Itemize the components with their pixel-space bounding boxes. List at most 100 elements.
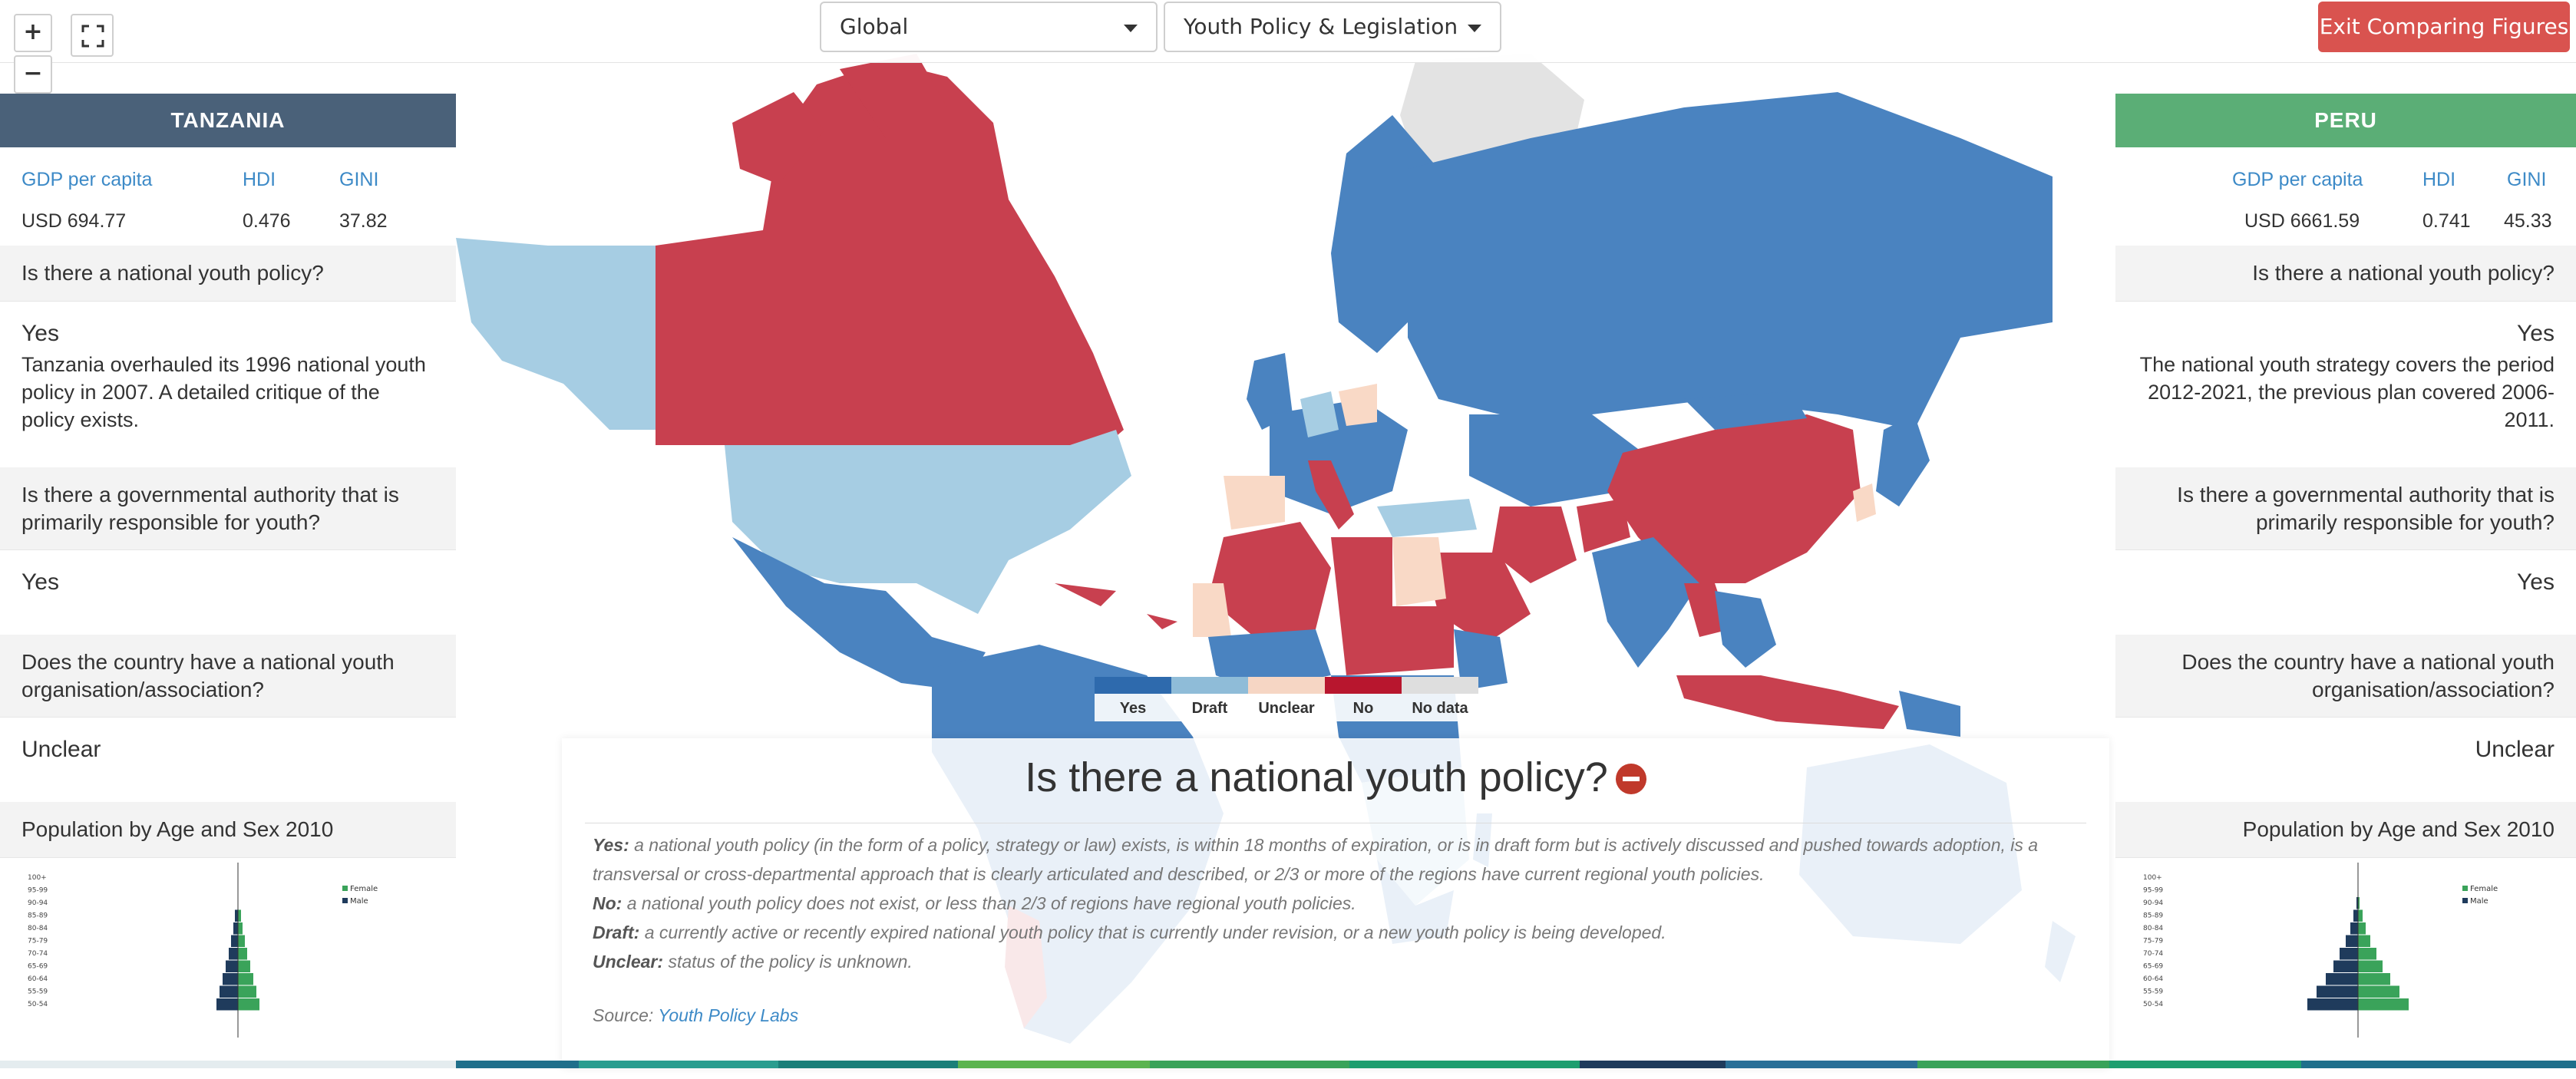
hdi-value: 0.741 (2422, 210, 2471, 232)
question-youth-policy: Is there a national youth policy? (0, 246, 456, 302)
turkey[interactable] (1377, 499, 1477, 537)
zoom-in-button[interactable]: + (14, 14, 52, 52)
footer-stripe (958, 1061, 1150, 1068)
legend-label: Unclear (1258, 700, 1315, 717)
male-bar (2356, 897, 2358, 909)
china[interactable] (1607, 414, 1861, 583)
age-label: 80-84 (28, 925, 48, 932)
age-label: 70-74 (2143, 950, 2163, 958)
definition-text: a national youth policy does not exist, … (626, 893, 1356, 913)
gdp-value: USD 6661.59 (2244, 210, 2360, 232)
exit-comparing-button[interactable]: Exit Comparing Figures (2318, 2, 2570, 52)
answer-note: Tanzania overhauled its 1996 national yo… (21, 353, 426, 431)
indonesia[interactable] (1676, 675, 1899, 729)
canada[interactable] (656, 61, 1124, 476)
country-stats: GDP per capita HDI GINI USD 694.77 0.476… (0, 147, 456, 246)
male-bar (231, 935, 238, 947)
legend-item-unclear[interactable]: Unclear (1248, 677, 1325, 721)
region-select[interactable]: Global (820, 2, 1158, 52)
age-label: 95-99 (28, 887, 48, 895)
source-line: Source: Youth Policy Labs (593, 1005, 798, 1026)
western-europe[interactable] (1270, 399, 1408, 514)
alaska[interactable] (456, 238, 656, 430)
legend-swatch (1248, 677, 1325, 694)
answer-value: Yes (2517, 321, 2555, 346)
footer-stripe (1580, 1061, 1726, 1068)
se-asia[interactable] (1715, 591, 1776, 668)
iran[interactable] (1492, 507, 1577, 583)
age-label: 55-59 (2143, 988, 2163, 996)
answer-value: Yes (21, 321, 59, 346)
topic-select[interactable]: Youth Policy & Legislation (1164, 2, 1501, 52)
gini-label: GINI (2507, 169, 2547, 190)
legend-item-no-data[interactable]: No data (1402, 677, 1478, 721)
poland[interactable] (1339, 384, 1377, 426)
mongolia[interactable] (1684, 391, 1807, 430)
central-asia[interactable] (1469, 414, 1653, 507)
gini-label: GINI (339, 169, 379, 190)
uk[interactable] (1247, 353, 1293, 430)
ethiopia[interactable] (1454, 629, 1508, 691)
india[interactable] (1592, 537, 1699, 668)
female-bar (238, 948, 247, 960)
question-youth-organisation: Does the country have a national youth o… (0, 635, 456, 718)
zoom-out-button[interactable]: − (14, 55, 52, 94)
gdp-label: GDP per capita (21, 169, 153, 190)
footer-stripe (1150, 1061, 1349, 1068)
female-bar (238, 998, 259, 1011)
north-africa-west[interactable] (1208, 522, 1331, 637)
legend-swatch (1095, 677, 1171, 694)
male-bar (229, 948, 238, 960)
russia[interactable] (1408, 92, 2053, 430)
definition-text: status of the policy is unknown. (668, 952, 913, 972)
chad-sudan[interactable] (1339, 606, 1454, 675)
legend-label: Draft (1191, 700, 1228, 717)
usa[interactable] (725, 430, 1131, 614)
female-bar (238, 985, 256, 998)
female-bar (2358, 985, 2399, 998)
mexico[interactable] (732, 537, 986, 691)
answer-youth-organisation: Unclear (2115, 718, 2576, 802)
male-bar (2340, 948, 2358, 960)
answer-authority: Yes (0, 550, 456, 635)
footer-stripe (2301, 1061, 2576, 1068)
japan[interactable] (1876, 414, 1930, 507)
age-label: 70-74 (28, 950, 48, 958)
age-label: 100+ (2143, 874, 2162, 882)
age-label: 50-54 (28, 1001, 48, 1008)
papua[interactable] (1899, 691, 1960, 737)
canada-islands[interactable] (732, 54, 947, 184)
germany[interactable] (1300, 391, 1339, 437)
female-bar (2358, 973, 2390, 985)
indicator-definitions: Yes: a national youth policy (in the for… (593, 830, 2082, 976)
caribbean[interactable] (1055, 583, 1177, 629)
legend-item-draft[interactable]: Draft (1171, 677, 1248, 721)
afghanistan[interactable] (1577, 499, 1630, 553)
west-africa[interactable] (1208, 629, 1331, 691)
male-bar (2307, 998, 2358, 1011)
chevron-down-icon (1468, 25, 1481, 32)
fullscreen-button[interactable] (71, 14, 114, 57)
definition-yes: Yes: a national youth policy (in the for… (593, 830, 2082, 889)
definition-unclear: Unclear: status of the policy is unknown… (593, 947, 2082, 976)
collapse-icon[interactable] (1615, 764, 1646, 794)
question-authority: Is there a governmental authority that i… (2115, 467, 2576, 550)
legend-item-no[interactable]: No (1325, 677, 1402, 721)
spain[interactable] (1224, 476, 1285, 530)
legend-item-yes[interactable]: Yes (1095, 677, 1171, 721)
gdp-value: USD 694.77 (21, 210, 127, 232)
age-label: 65-69 (28, 963, 48, 971)
legend-label: Male (350, 897, 368, 906)
italy[interactable] (1308, 460, 1354, 530)
source-link[interactable]: Youth Policy Labs (658, 1005, 799, 1025)
libya[interactable] (1331, 537, 1392, 606)
male-bar (2333, 960, 2358, 972)
age-label: 55-59 (28, 988, 48, 996)
indicator-info-box: Is there a national youth policy? Yes: a… (562, 738, 2109, 1068)
korea[interactable] (1853, 483, 1876, 522)
mauritania[interactable] (1193, 583, 1231, 637)
answer-authority: Yes (2115, 550, 2576, 635)
female-bar (2358, 960, 2383, 972)
egypt[interactable] (1392, 537, 1446, 606)
definition-text: a national youth policy (in the form of … (593, 835, 2039, 884)
